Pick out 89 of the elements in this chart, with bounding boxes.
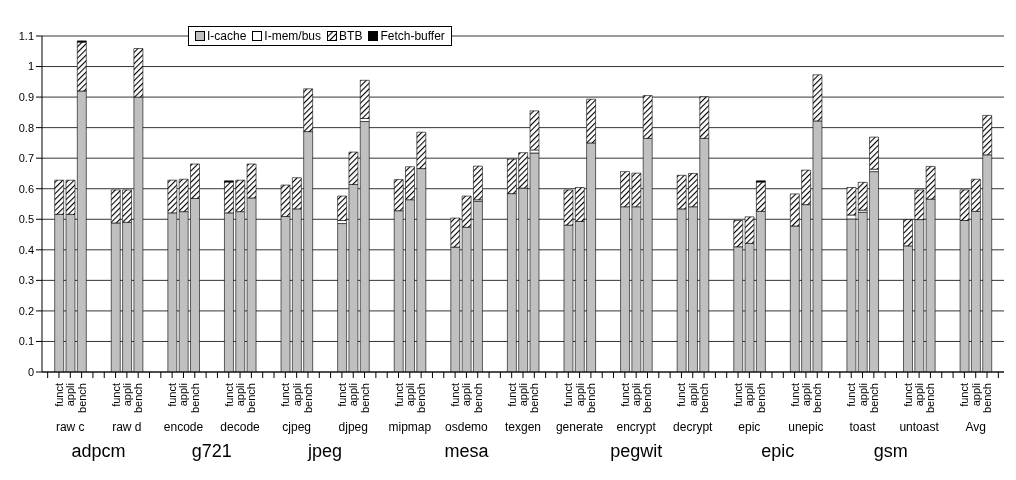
x-tick-label: funct <box>392 383 405 407</box>
text: Avg <box>965 420 986 434</box>
x-tick-label: funct <box>505 383 518 407</box>
x-tick-label: bench <box>245 383 258 413</box>
x-tick-label: bench <box>358 383 371 413</box>
text: mesa <box>444 441 490 461</box>
x-tick-label: funct <box>788 383 801 407</box>
text: untoast <box>899 420 940 434</box>
x-tick-label: appli <box>573 383 586 407</box>
y-tick-label: 0.5 <box>18 213 34 226</box>
legend-label: BTB <box>339 29 363 43</box>
x-tick-label: funct <box>845 383 858 407</box>
x-tick-label: appli <box>234 383 247 407</box>
legend-label: I-cache <box>207 29 247 43</box>
x-tick-label: appli <box>856 383 869 407</box>
x-tick-label: appli <box>969 383 982 407</box>
text: gsm <box>873 441 908 461</box>
text: djpeg <box>338 420 368 434</box>
text: epic <box>761 441 795 461</box>
text: toast <box>849 420 877 434</box>
x-tick-label: bench <box>415 383 428 413</box>
x-tick-label: funct <box>52 383 65 407</box>
text: osdemo <box>445 420 489 434</box>
y-tick-label: 1.1 <box>18 29 34 42</box>
x-tick-label: bench <box>924 383 937 413</box>
x-tick-label: funct <box>675 383 688 407</box>
text: decrypt <box>673 420 714 434</box>
x-tick-label: bench <box>188 383 201 413</box>
y-tick-label: 0 <box>27 365 34 378</box>
x-tick-label: appli <box>913 383 926 407</box>
text: texgen <box>504 420 542 434</box>
x-tick-label: appli <box>290 383 303 407</box>
x-tick-label: appli <box>686 383 699 407</box>
y-tick-label: 0.6 <box>18 182 34 195</box>
text: g721 <box>191 441 232 461</box>
text: jpeg <box>306 441 342 461</box>
x-tick-label: bench <box>811 383 824 413</box>
text: generate <box>555 420 604 434</box>
x-tick-label: appli <box>120 383 133 407</box>
y-tick-label: 0.9 <box>18 91 34 103</box>
x-tick-label: bench <box>75 383 88 413</box>
x-tick-label: appli <box>799 383 812 407</box>
x-tick-label: funct <box>958 383 971 407</box>
x-tick-label: bench <box>867 383 880 413</box>
x-tick-label: bench <box>132 383 145 413</box>
x-tick-label: bench <box>528 383 541 413</box>
x-tick-label: funct <box>562 383 575 407</box>
x-tick-label: funct <box>109 383 122 407</box>
y-tick-label: 0.1 <box>18 335 34 348</box>
text: raw d <box>112 420 142 434</box>
x-tick-label: bench <box>981 383 994 413</box>
y-tick-label: 0.4 <box>18 243 34 256</box>
text: epic <box>738 420 761 434</box>
text: encrypt <box>616 420 657 434</box>
x-tick-label: bench <box>754 383 767 413</box>
x-tick-label: appli <box>630 383 643 407</box>
text: pegwit <box>610 441 663 461</box>
x-tick-label: bench <box>641 383 654 413</box>
x-tick-label: funct <box>279 383 292 407</box>
x-tick-label: appli <box>177 383 190 407</box>
x-tick-label: appli <box>347 383 360 407</box>
y-tick-label: 1 <box>27 60 34 73</box>
y-tick-label: 0.8 <box>18 121 34 134</box>
text: unepic <box>788 420 824 434</box>
text: cjpeg <box>282 420 311 434</box>
x-tick-label: appli <box>517 383 529 407</box>
y-tick-label: 0.2 <box>18 304 34 317</box>
x-tick-label: bench <box>698 383 711 413</box>
x-tick-label: bench <box>471 383 484 413</box>
x-tick-label: appli <box>460 383 473 407</box>
x-tick-label: funct <box>222 383 235 407</box>
legend-label: I-mem/bus <box>264 29 322 43</box>
text: adpcm <box>71 441 126 461</box>
x-tick-label: appli <box>743 383 756 407</box>
x-tick-label: appli <box>64 383 77 407</box>
legend-label: Fetch-buffer <box>380 29 445 43</box>
y-tick-label: 0.3 <box>18 274 34 287</box>
y-tick-label: 0.7 <box>18 152 34 165</box>
text: mipmap <box>388 420 432 434</box>
x-tick-label: funct <box>449 383 462 407</box>
x-tick-label: funct <box>166 383 179 407</box>
text: decode <box>220 420 261 434</box>
text: encode <box>163 420 204 434</box>
x-tick-label: funct <box>335 383 348 407</box>
x-tick-label: funct <box>618 383 631 407</box>
x-tick-label: funct <box>732 383 745 407</box>
x-tick-label: appli <box>403 383 416 407</box>
x-tick-label: funct <box>901 383 914 407</box>
text: raw c <box>55 420 85 434</box>
